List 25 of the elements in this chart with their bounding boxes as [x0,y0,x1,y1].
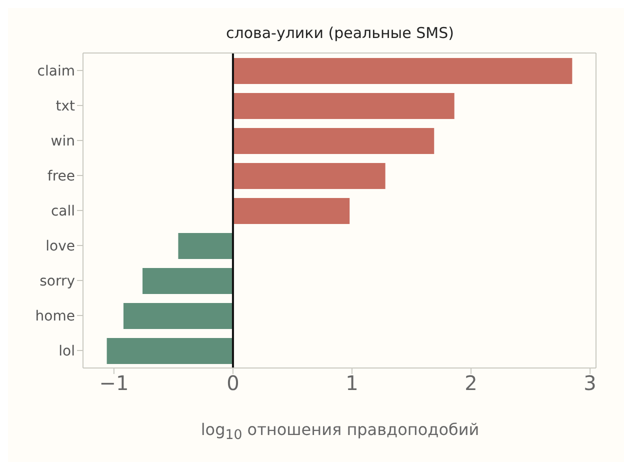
bar [232,198,350,224]
y-tick-label: lol [58,343,75,360]
chart-title: слова-улики (реальные SMS) [225,24,455,42]
bar [123,303,233,329]
y-tick-label: call [50,203,75,220]
y-tick-label: love [46,238,75,254]
bar [106,338,233,364]
x-tick-label: 2 [464,371,478,396]
x-tick-label: −1 [99,371,129,396]
y-tick-label: claim [37,63,75,80]
x-tick-label: 3 [584,371,596,396]
y-tick-label: sorry [40,273,75,290]
y-tick-label: home [35,308,75,324]
bar [232,93,454,119]
bar [178,233,233,259]
bar [142,268,233,294]
x-tick-label: 0 [226,371,240,396]
y-tick-label: txt [56,98,76,114]
x-axis-title: log$_{10}$ отношения правдоподобий [200,420,480,444]
bar [232,163,386,189]
bar [232,58,572,84]
y-tick-label: win [50,133,75,150]
y-tick-label: free [47,168,75,184]
bar [232,128,434,154]
x-tick-label: 1 [346,371,358,396]
